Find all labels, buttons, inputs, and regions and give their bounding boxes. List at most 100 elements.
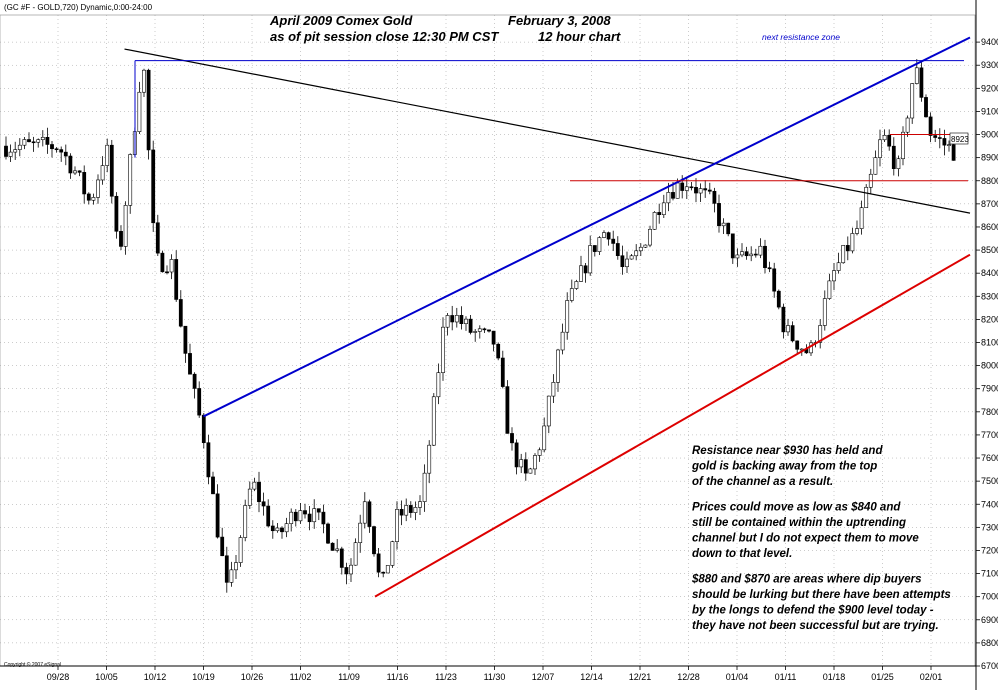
candle-down (192, 373, 197, 389)
candle-down (468, 318, 473, 333)
candle-up (855, 228, 859, 234)
candle-up (735, 254, 740, 259)
candle-down (372, 526, 376, 555)
candle-down (27, 139, 31, 143)
candle-up (675, 182, 680, 199)
y-tick-label: 8700 (981, 199, 998, 209)
candle-up (137, 91, 142, 132)
candle-up (528, 468, 533, 474)
candle-up (786, 325, 790, 333)
commentary-line: still be contained within the uptrending (692, 517, 906, 529)
candle-up (91, 197, 96, 201)
candle-up (349, 564, 353, 575)
candle-down (408, 505, 413, 513)
candle-down (937, 137, 942, 139)
candle-down (4, 145, 8, 157)
candle-up (652, 212, 657, 230)
commentary-line: Resistance near $930 has held and (692, 445, 883, 457)
candle-up (896, 158, 901, 169)
trendline-descending (124, 48, 971, 214)
candle-up (445, 315, 450, 328)
chart-grid (0, 14, 976, 667)
candle-down (891, 145, 896, 169)
x-tick-label: 11/16 (387, 672, 409, 682)
candle-down (707, 189, 712, 192)
y-tick-label: 7800 (981, 407, 998, 417)
candle-up (404, 505, 409, 516)
candle-down (63, 151, 68, 157)
candle-up (537, 449, 542, 456)
x-tick-label: 10/26 (241, 672, 264, 682)
y-tick-label: 7300 (981, 522, 998, 532)
y-tick-label: 7900 (981, 384, 998, 394)
candle-up (436, 372, 441, 398)
candle-down (183, 325, 188, 354)
candle-up (169, 259, 174, 273)
candle-up (252, 481, 257, 490)
price-flag (949, 132, 969, 145)
title-right-2: 12 hour chart (538, 29, 621, 44)
copyright-text: Copyright © 2007 eSignal (4, 661, 61, 668)
candle-down (744, 251, 749, 257)
candle-down (367, 501, 372, 527)
y-tick-label: 9300 (981, 60, 998, 70)
title-left-2: as of pit session close 12:30 PM CST (270, 29, 499, 44)
candle-up (551, 382, 556, 397)
candle-up (749, 253, 754, 257)
candle-up (542, 425, 547, 451)
y-axis: 9400 9300 9200 9100 9000 8900 8800 8700 8600 8500… (975, 0, 998, 690)
candle-up (477, 328, 482, 332)
candle-up (362, 501, 367, 524)
candle-down (160, 252, 165, 273)
candle-down (928, 116, 933, 136)
candle-down (82, 172, 87, 195)
x-tick-label: 11/09 (338, 672, 360, 682)
candle-down (188, 353, 192, 375)
candle-down (59, 149, 64, 153)
candle-down (781, 306, 786, 333)
candle-up (629, 255, 634, 260)
candle-up (579, 265, 583, 282)
candle-down (767, 267, 772, 270)
candle-down (615, 243, 620, 257)
x-tick-label: 11/23 (435, 672, 457, 682)
candle-up (836, 262, 841, 271)
candle-down (523, 459, 528, 474)
candle-up (128, 154, 133, 206)
candle-up (73, 170, 77, 174)
candle-up (905, 117, 910, 133)
candle-down (77, 170, 82, 173)
candle-up (666, 192, 671, 204)
candle-down (339, 548, 344, 568)
candle-up (873, 157, 878, 175)
candle-up (395, 509, 399, 542)
candle-down (109, 144, 114, 197)
candle-down (307, 513, 312, 523)
candle-down (924, 97, 928, 118)
commentary-line: $880 and $870 are areas where dip buyers (691, 574, 922, 586)
candle-up (827, 280, 832, 299)
candle-up (818, 325, 823, 343)
x-tick-label: 01/11 (775, 672, 797, 682)
candle-up (625, 258, 629, 268)
y-tick-label: 7500 (981, 476, 998, 486)
candle-down (795, 340, 800, 350)
candle-up (247, 488, 252, 506)
commentary-line: channel but I do not expect them to move (692, 533, 919, 545)
x-tick-label: 09/28 (47, 672, 70, 682)
y-tick-label: 8800 (981, 176, 998, 186)
candle-down (68, 155, 73, 174)
candle-up (353, 542, 358, 566)
x-tick-label: 02/01 (920, 672, 943, 682)
candle-down (86, 193, 91, 201)
x-tick-label: 12/28 (677, 672, 700, 682)
candle-down (266, 505, 271, 527)
x-tick-label: 10/12 (144, 672, 167, 682)
x-axis: 09/28 10/05 10/12 10/19 10/26 11/02 11/09 11/16… (0, 665, 976, 682)
candle-up (914, 67, 919, 84)
candle-up (358, 522, 363, 543)
candle-down (620, 255, 625, 268)
candle-up (638, 246, 643, 252)
candle-up (238, 537, 243, 563)
